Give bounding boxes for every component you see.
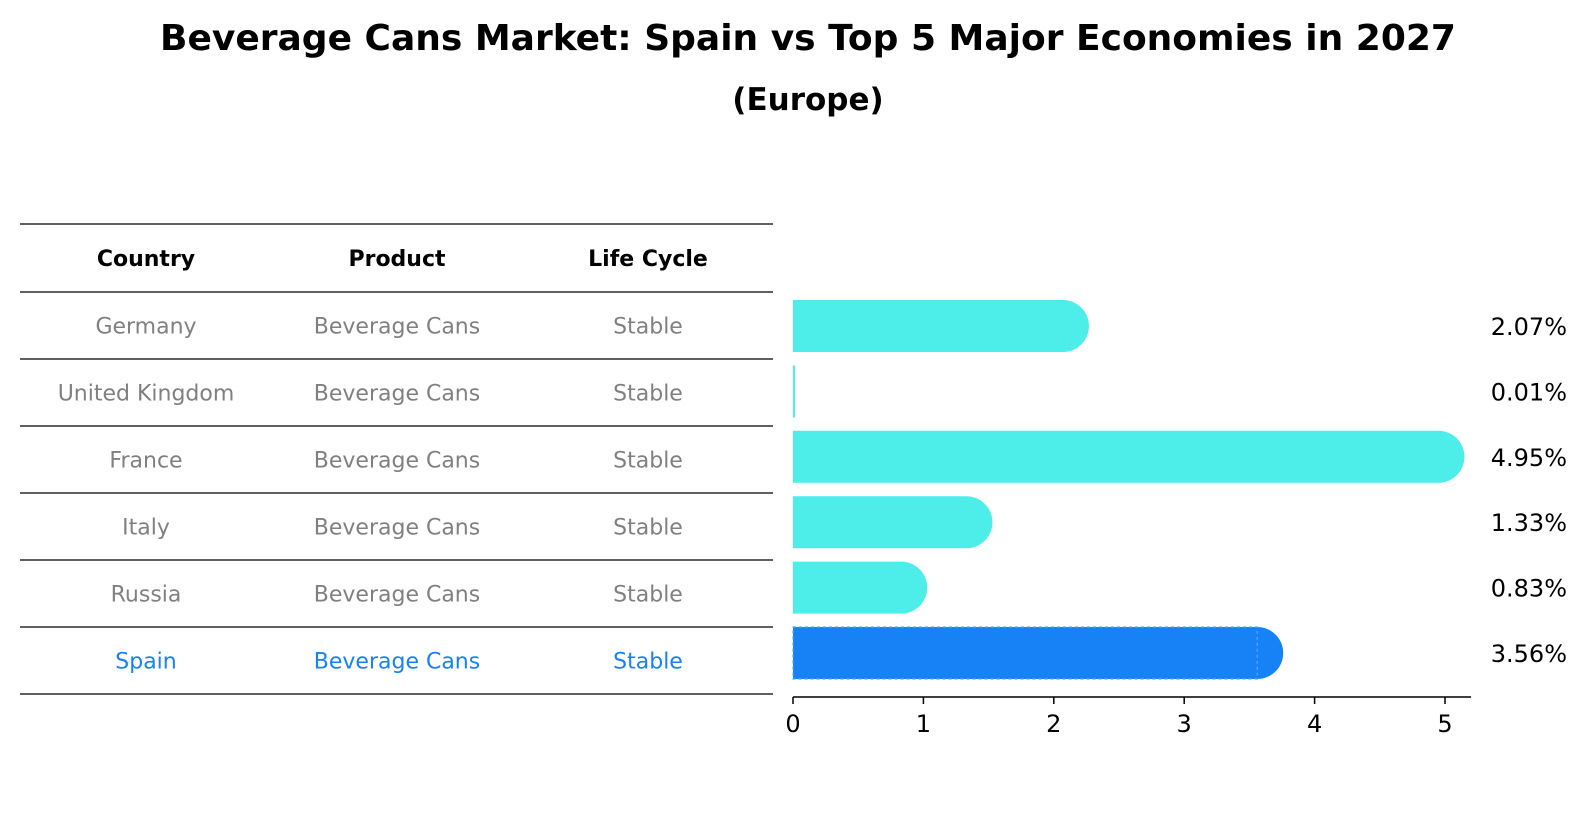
table-cell: Beverage Cans xyxy=(314,449,480,474)
bar xyxy=(793,365,795,418)
table-cell: Beverage Cans xyxy=(314,516,480,541)
table-cell: Germany xyxy=(95,315,196,340)
table-header-cell: Life Cycle xyxy=(588,247,708,272)
bar xyxy=(793,496,993,549)
table-cell: Spain xyxy=(115,650,176,675)
table-cell: Stable xyxy=(613,516,683,541)
x-tick-label: 2 xyxy=(1046,710,1061,738)
table-cell: Stable xyxy=(613,315,683,340)
chart-subtitle: (Europe) xyxy=(732,82,883,118)
table-cell: Beverage Cans xyxy=(314,583,480,608)
bar xyxy=(793,430,1465,483)
x-tick-label: 4 xyxy=(1307,710,1322,738)
table-header-cell: Product xyxy=(348,247,446,272)
table-cell: France xyxy=(109,449,182,474)
table: Country Product Life Cycle Germany Beverage … xyxy=(20,223,773,695)
table-cell: Beverage Cans xyxy=(314,382,480,407)
table-cell: Italy xyxy=(122,516,170,541)
bar-value-label: 3.56% xyxy=(1491,640,1567,668)
table-cell: Stable xyxy=(613,650,683,675)
bar xyxy=(793,300,1089,352)
table-cell: Stable xyxy=(613,382,683,407)
bar xyxy=(793,627,1284,679)
bar-value-label: 1.33% xyxy=(1491,509,1567,537)
bar-value-label: 0.01% xyxy=(1491,378,1567,406)
x-tick-label: 5 xyxy=(1437,710,1452,738)
table-cell: Beverage Cans xyxy=(314,315,480,340)
x-tick-label: 0 xyxy=(785,710,800,738)
table-cell: Stable xyxy=(613,583,683,608)
chart-title: Beverage Cans Market: Spain vs Top 5 Maj… xyxy=(160,18,1456,59)
bar-chart: 2.07% 0.01% 4.95% 1.33% 0.83% 3.56% 0 1 2 3 4 5 xyxy=(785,300,1567,738)
table-cell: Stable xyxy=(613,449,683,474)
bar-value-label: 0.83% xyxy=(1491,575,1567,603)
table-cell: Russia xyxy=(111,583,182,608)
bar-value-label: 4.95% xyxy=(1491,444,1567,472)
bar xyxy=(793,561,928,614)
table-cell: Beverage Cans xyxy=(314,650,480,675)
x-tick-label: 3 xyxy=(1177,710,1192,738)
table-cell: United Kingdom xyxy=(58,382,235,407)
table-header-cell: Country xyxy=(97,247,195,272)
bar-value-label: 2.07% xyxy=(1491,313,1567,341)
x-tick-label: 1 xyxy=(916,710,931,738)
